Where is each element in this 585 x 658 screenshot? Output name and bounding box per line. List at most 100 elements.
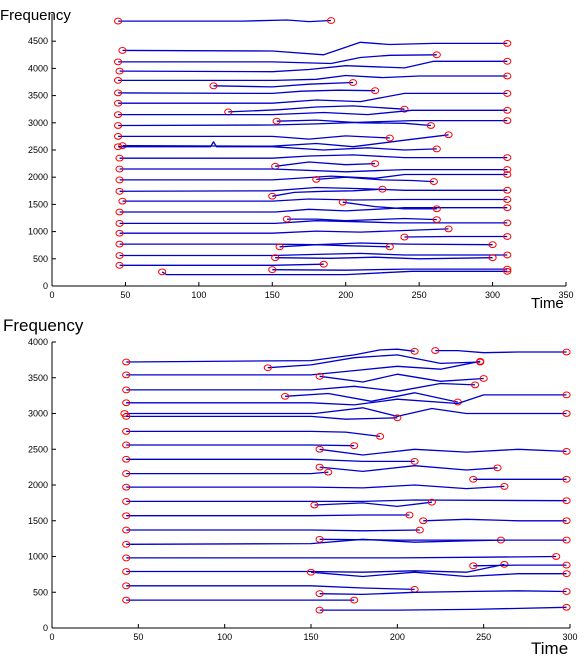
track-endpoint-marker [488, 241, 497, 249]
track-endpoint-marker [503, 166, 512, 173]
track-endpoint-marker [268, 192, 277, 200]
x-tick-label: 250 [412, 290, 427, 300]
track-endpoint-marker [315, 590, 324, 598]
track-endpoint-marker [426, 122, 435, 129]
track-endpoint-marker [432, 216, 441, 224]
series-line [119, 263, 324, 266]
series-line [319, 373, 484, 383]
series-line [119, 220, 508, 225]
y-tick-label: 3000 [28, 118, 48, 128]
x-tick-label: 150 [265, 290, 280, 300]
track-endpoint-marker [113, 17, 123, 25]
track-endpoint-marker [122, 596, 131, 604]
track-endpoint-marker [268, 266, 277, 274]
series-line [435, 349, 567, 354]
series-line [342, 201, 437, 210]
track-endpoint-marker [503, 219, 512, 227]
series-line [118, 92, 508, 104]
x-tick-label: 350 [558, 290, 573, 300]
track-endpoint-marker [122, 498, 131, 505]
series-line [275, 256, 493, 260]
series-line [275, 161, 376, 167]
track-endpoint-marker [115, 240, 124, 248]
track-endpoint-marker [350, 442, 359, 450]
track-endpoint-marker [503, 117, 512, 125]
track-endpoint-marker [319, 260, 328, 268]
y-tick-label: 2500 [28, 145, 48, 155]
series-line [285, 392, 458, 403]
series-line [267, 354, 481, 369]
series-line [118, 54, 437, 65]
plot-bottom: 0 500 1000 1500 2000 2500 3000 3500 4000 0 50 100 15… [3, 316, 578, 658]
track-endpoint-marker [115, 67, 124, 75]
track-endpoint-marker [115, 208, 124, 216]
track-endpoint-marker [503, 233, 512, 240]
track-endpoint-marker [275, 243, 284, 251]
track-endpoint-marker [115, 187, 124, 195]
track-endpoint-marker [432, 51, 441, 59]
series-line [319, 448, 567, 456]
x-tick-label: 50 [133, 632, 143, 642]
series-line [126, 585, 415, 591]
track-endpoint-marker [271, 254, 280, 262]
track-endpoint-marker [118, 47, 127, 54]
track-endpoint-marker [315, 445, 324, 453]
track-endpoint-marker [315, 372, 324, 380]
y-tick-label: 4000 [28, 337, 48, 347]
track-endpoint-marker [503, 267, 512, 275]
track-endpoint-marker [122, 371, 131, 379]
track-endpoint-marker [488, 254, 497, 262]
series-line [118, 119, 508, 127]
x-tick-label: 0 [49, 632, 54, 642]
track-endpoint-marker [562, 391, 571, 399]
x-tick-label: 50 [120, 290, 130, 300]
track-endpoint-marker [427, 498, 436, 506]
track-endpoint-marker [122, 540, 131, 548]
series-line [118, 89, 376, 95]
track-endpoint-marker [209, 82, 218, 90]
track-endpoint-marker [122, 483, 131, 491]
series-line [272, 188, 383, 197]
track-endpoint-marker [562, 517, 571, 525]
track-endpoint-marker [370, 87, 380, 95]
track-endpoint-marker [122, 512, 131, 520]
track-endpoint-marker [306, 568, 316, 576]
track-endpoint-marker [115, 252, 124, 259]
track-endpoint-marker [493, 464, 502, 472]
x-tick-label: 300 [562, 632, 577, 642]
track-endpoint-marker [562, 536, 571, 544]
series-line [126, 348, 415, 363]
track-endpoint-marker [503, 106, 512, 114]
track-endpoint-marker [378, 185, 387, 193]
series-line [119, 168, 508, 173]
series-line [423, 518, 567, 522]
track-endpoint-marker [410, 347, 419, 355]
y-tick-label: 0 [43, 281, 48, 291]
track-endpoint-marker [118, 142, 127, 150]
series-line [119, 228, 449, 234]
track-endpoint-marker [115, 261, 124, 269]
series-line [126, 382, 476, 392]
y-tick-label: 1500 [28, 199, 48, 209]
track-endpoint-marker [479, 375, 488, 382]
series-line [119, 242, 493, 246]
track-endpoint-marker [562, 570, 571, 578]
track-endpoint-marker [503, 90, 512, 97]
y-tick-label: 1000 [28, 552, 48, 562]
series-line [119, 60, 508, 73]
y-tick-label: 1500 [28, 516, 48, 526]
x-tick-label: 250 [476, 632, 491, 642]
series-line [319, 465, 498, 473]
track-endpoint-marker [562, 603, 571, 611]
track-endpoint-marker [405, 511, 414, 519]
series-line [319, 538, 567, 541]
track-endpoint-marker [503, 171, 512, 178]
plot-top: 0 500 1000 1500 2000 2500 3000 3500 4000 4500 0 50 1… [0, 7, 574, 312]
track-endpoint-marker [385, 134, 394, 142]
track-endpoint-marker [500, 560, 509, 568]
series-line [122, 198, 508, 202]
track-endpoint-marker [122, 386, 131, 394]
track-endpoint-marker [503, 251, 512, 259]
series-line [404, 235, 508, 238]
